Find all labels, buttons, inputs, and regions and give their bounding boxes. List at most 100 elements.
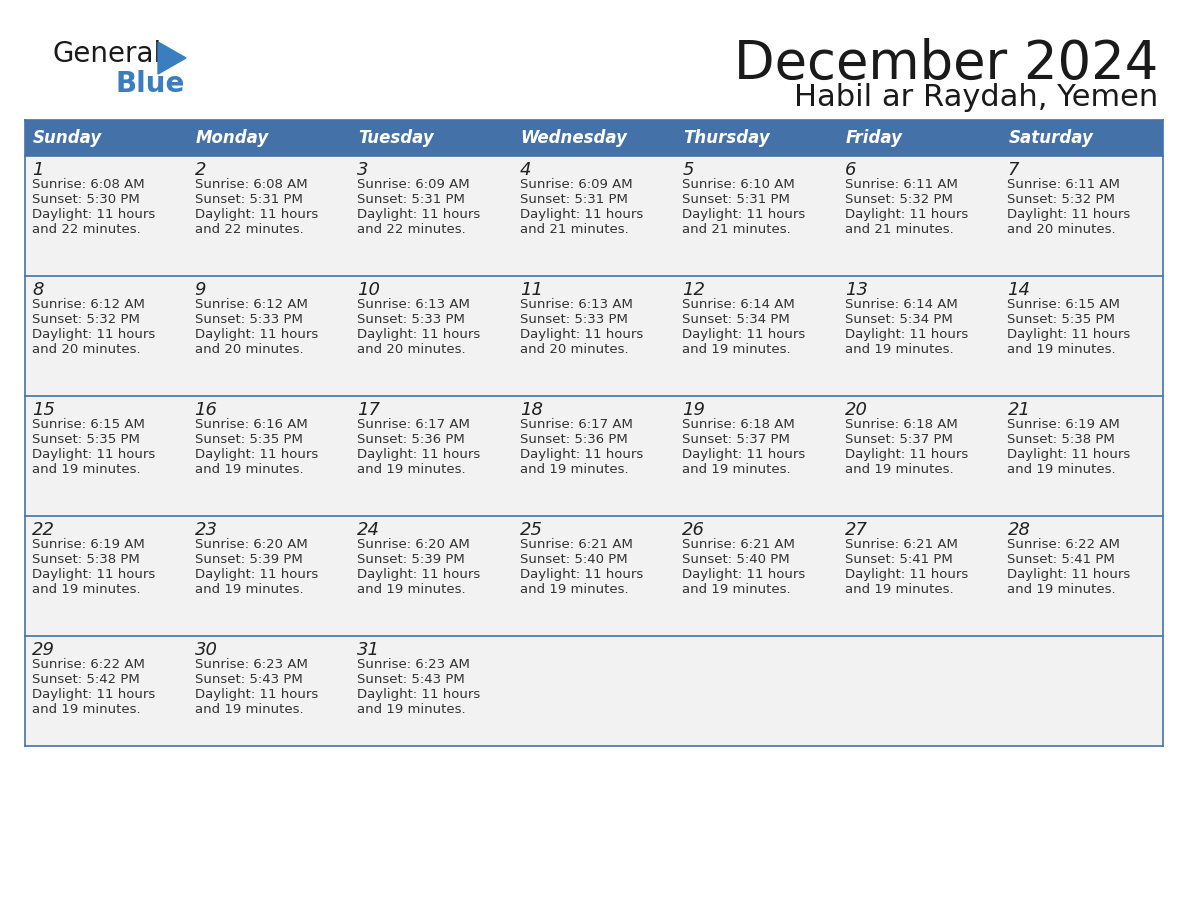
Text: Sunset: 5:32 PM: Sunset: 5:32 PM [32,313,140,326]
Text: Sunset: 5:35 PM: Sunset: 5:35 PM [32,433,140,446]
Text: and 20 minutes.: and 20 minutes. [32,343,140,356]
Text: Sunrise: 6:08 AM: Sunrise: 6:08 AM [32,178,145,191]
Text: 26: 26 [682,521,706,539]
Text: Sunset: 5:33 PM: Sunset: 5:33 PM [358,313,465,326]
Text: 31: 31 [358,641,380,659]
Bar [350,516,513,636]
Text: Sunset: 5:31 PM: Sunset: 5:31 PM [358,193,465,206]
Bar [675,636,838,746]
Text: 7: 7 [1007,161,1019,179]
Text: and 19 minutes.: and 19 minutes. [519,583,628,596]
Text: Sunset: 5:39 PM: Sunset: 5:39 PM [195,553,302,566]
Text: Sunrise: 6:21 AM: Sunrise: 6:21 AM [519,538,632,551]
Text: 24: 24 [358,521,380,539]
Text: Sunset: 5:33 PM: Sunset: 5:33 PM [195,313,303,326]
Text: and 19 minutes.: and 19 minutes. [32,583,140,596]
Text: and 19 minutes.: and 19 minutes. [845,463,954,476]
Text: Daylight: 11 hours: Daylight: 11 hours [519,448,643,461]
Text: and 20 minutes.: and 20 minutes. [358,343,466,356]
Text: and 20 minutes.: and 20 minutes. [519,343,628,356]
Bar [25,636,188,746]
Text: Sunset: 5:34 PM: Sunset: 5:34 PM [682,313,790,326]
Text: Daylight: 11 hours: Daylight: 11 hours [195,328,318,341]
Text: Sunrise: 6:12 AM: Sunrise: 6:12 AM [195,298,308,311]
Bar [188,120,350,156]
Text: Daylight: 11 hours: Daylight: 11 hours [195,688,318,701]
Text: 14: 14 [1007,281,1030,299]
Text: Sunset: 5:41 PM: Sunset: 5:41 PM [845,553,953,566]
Text: 10: 10 [358,281,380,299]
Text: Sunrise: 6:08 AM: Sunrise: 6:08 AM [195,178,308,191]
Text: Daylight: 11 hours: Daylight: 11 hours [845,568,968,581]
Text: and 19 minutes.: and 19 minutes. [682,463,791,476]
Text: Thursday: Thursday [683,129,770,147]
Text: and 19 minutes.: and 19 minutes. [195,703,303,716]
Text: Habil ar Raydah, Yemen: Habil ar Raydah, Yemen [794,83,1158,112]
Bar [838,396,1000,516]
Text: Sunrise: 6:18 AM: Sunrise: 6:18 AM [845,418,958,431]
Bar [1000,396,1163,516]
Text: Sunset: 5:36 PM: Sunset: 5:36 PM [358,433,465,446]
Text: and 22 minutes.: and 22 minutes. [358,223,466,236]
Text: Sunset: 5:38 PM: Sunset: 5:38 PM [1007,433,1116,446]
Bar [350,276,513,396]
Bar [838,120,1000,156]
Text: and 19 minutes.: and 19 minutes. [1007,583,1116,596]
Text: Sunset: 5:33 PM: Sunset: 5:33 PM [519,313,627,326]
Text: Blue: Blue [115,70,184,98]
Text: Daylight: 11 hours: Daylight: 11 hours [1007,568,1131,581]
Text: Daylight: 11 hours: Daylight: 11 hours [1007,208,1131,221]
Text: Daylight: 11 hours: Daylight: 11 hours [32,328,156,341]
Text: 18: 18 [519,401,543,419]
Polygon shape [158,42,187,74]
Bar [675,396,838,516]
Text: Daylight: 11 hours: Daylight: 11 hours [682,568,805,581]
Text: Daylight: 11 hours: Daylight: 11 hours [1007,448,1131,461]
Text: Sunrise: 6:09 AM: Sunrise: 6:09 AM [358,178,469,191]
Text: and 19 minutes.: and 19 minutes. [32,463,140,476]
Bar [350,156,513,276]
Text: Sunset: 5:32 PM: Sunset: 5:32 PM [845,193,953,206]
Text: December 2024: December 2024 [734,38,1158,90]
Text: Sunrise: 6:17 AM: Sunrise: 6:17 AM [358,418,470,431]
Text: Sunrise: 6:12 AM: Sunrise: 6:12 AM [32,298,145,311]
Text: and 20 minutes.: and 20 minutes. [195,343,303,356]
Text: Sunset: 5:39 PM: Sunset: 5:39 PM [358,553,465,566]
Bar [513,120,675,156]
Text: 12: 12 [682,281,706,299]
Text: Saturday: Saturday [1009,129,1093,147]
Text: and 22 minutes.: and 22 minutes. [195,223,303,236]
Bar [838,276,1000,396]
Text: Daylight: 11 hours: Daylight: 11 hours [845,448,968,461]
Text: and 21 minutes.: and 21 minutes. [519,223,628,236]
Bar [675,276,838,396]
Text: Daylight: 11 hours: Daylight: 11 hours [32,568,156,581]
Text: Friday: Friday [846,129,903,147]
Text: Sunrise: 6:16 AM: Sunrise: 6:16 AM [195,418,308,431]
Bar [350,636,513,746]
Bar [513,516,675,636]
Text: Sunset: 5:43 PM: Sunset: 5:43 PM [358,673,465,686]
Bar [1000,156,1163,276]
Bar [188,396,350,516]
Text: and 19 minutes.: and 19 minutes. [195,463,303,476]
Text: Sunrise: 6:14 AM: Sunrise: 6:14 AM [682,298,795,311]
Text: Monday: Monday [196,129,268,147]
Text: Sunrise: 6:19 AM: Sunrise: 6:19 AM [32,538,145,551]
Text: Sunset: 5:34 PM: Sunset: 5:34 PM [845,313,953,326]
Text: Sunset: 5:37 PM: Sunset: 5:37 PM [845,433,953,446]
Text: Sunrise: 6:19 AM: Sunrise: 6:19 AM [1007,418,1120,431]
Text: and 19 minutes.: and 19 minutes. [519,463,628,476]
Text: Daylight: 11 hours: Daylight: 11 hours [32,208,156,221]
Text: Wednesday: Wednesday [520,129,627,147]
Text: 3: 3 [358,161,368,179]
Text: 4: 4 [519,161,531,179]
Text: Sunrise: 6:22 AM: Sunrise: 6:22 AM [1007,538,1120,551]
Text: Sunset: 5:31 PM: Sunset: 5:31 PM [682,193,790,206]
Text: Sunrise: 6:23 AM: Sunrise: 6:23 AM [358,658,470,671]
Text: Daylight: 11 hours: Daylight: 11 hours [1007,328,1131,341]
Text: Daylight: 11 hours: Daylight: 11 hours [195,568,318,581]
Bar [513,156,675,276]
Text: 30: 30 [195,641,217,659]
Text: and 21 minutes.: and 21 minutes. [682,223,791,236]
